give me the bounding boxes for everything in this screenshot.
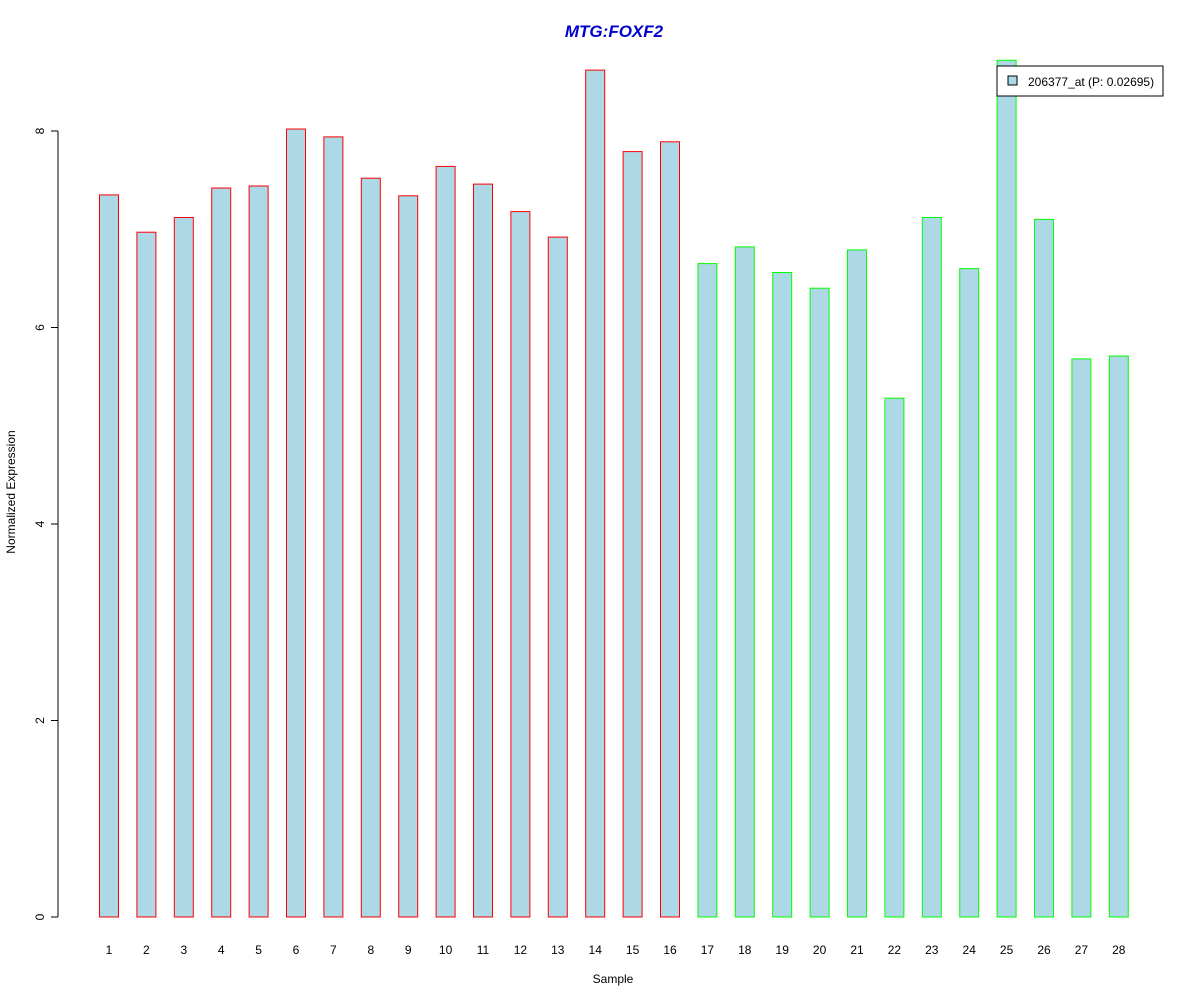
x-tick-label: 21 — [850, 943, 864, 957]
bar-sample-4 — [211, 187, 232, 918]
x-tick-label: 3 — [180, 943, 187, 957]
bar-sample-12 — [510, 211, 531, 918]
bar-sample-21 — [847, 249, 867, 918]
bar-sample-5 — [248, 185, 269, 918]
x-tick-label: 16 — [663, 943, 677, 957]
x-tick-labels: 1 2 3 4 5 6 7 8 9 10 11 12 13 14 15 16 17 18 19 20 21 22 23 24 2… — [106, 943, 1126, 957]
bar-sample-7 — [323, 136, 344, 918]
y-axis: 0 2 4 6 8 — [33, 127, 59, 920]
x-tick-label: 8 — [367, 943, 374, 957]
y-tick-label: 4 — [33, 520, 47, 527]
y-tick-label: 0 — [33, 913, 47, 920]
y-axis-title: Normalized Expression — [4, 430, 18, 553]
bar-sample-17 — [697, 263, 718, 918]
x-tick-label: 9 — [405, 943, 412, 957]
y-tick-label: 6 — [33, 324, 47, 331]
chart-title: MTG:FOXF2 — [565, 22, 664, 41]
x-tick-label: 15 — [626, 943, 640, 957]
bars — [99, 59, 1129, 918]
x-tick-label: 7 — [330, 943, 337, 957]
bar-sample-6 — [286, 128, 306, 918]
x-tick-label: 6 — [293, 943, 300, 957]
bar-sample-13 — [547, 236, 568, 918]
bar-sample-23 — [921, 217, 942, 918]
bar-sample-10 — [435, 165, 456, 918]
x-tick-label: 22 — [888, 943, 902, 957]
bar-sample-1 — [99, 194, 119, 918]
x-tick-label: 24 — [963, 943, 977, 957]
x-tick-label: 17 — [701, 943, 715, 957]
x-tick-label: 18 — [738, 943, 752, 957]
x-tick-label: 4 — [218, 943, 225, 957]
x-tick-label: 11 — [477, 943, 490, 957]
bar-sample-26 — [1034, 218, 1054, 918]
y-tick-label: 8 — [33, 127, 47, 134]
bar-sample-9 — [398, 195, 419, 918]
x-tick-label: 2 — [143, 943, 150, 957]
bar-sample-28 — [1108, 355, 1129, 918]
bar-sample-22 — [884, 397, 905, 918]
x-tick-label: 28 — [1112, 943, 1126, 957]
bar-sample-11 — [473, 183, 493, 918]
bar-sample-20 — [809, 287, 830, 918]
x-tick-label: 5 — [255, 943, 262, 957]
bar-sample-3 — [173, 217, 194, 918]
x-axis-title: Sample — [593, 972, 634, 986]
legend-label: 206377_at (P: 0.02695) — [1028, 75, 1154, 89]
x-tick-label: 20 — [813, 943, 827, 957]
bar-sample-24 — [959, 268, 980, 918]
legend-swatch — [1007, 75, 1018, 86]
bar-sample-27 — [1071, 358, 1092, 918]
bar-sample-8 — [360, 177, 381, 918]
bar-sample-14 — [585, 69, 606, 918]
legend-box — [996, 65, 1164, 97]
x-tick-label: 14 — [589, 943, 603, 957]
x-tick-label: 13 — [551, 943, 565, 957]
bar-sample-25 — [996, 59, 1017, 918]
legend: 206377_at (P: 0.02695) — [996, 65, 1164, 97]
bar-sample-19 — [772, 272, 793, 918]
x-tick-label: 25 — [1000, 943, 1014, 957]
x-tick-label: 1 — [106, 943, 113, 957]
x-tick-label: 12 — [514, 943, 528, 957]
x-tick-label: 19 — [776, 943, 790, 957]
y-tick-label: 2 — [33, 717, 47, 724]
x-tick-label: 26 — [1037, 943, 1051, 957]
x-tick-label: 10 — [439, 943, 453, 957]
bar-sample-16 — [660, 141, 680, 918]
bar-sample-15 — [622, 151, 643, 918]
bar-sample-18 — [734, 246, 755, 918]
x-tick-label: 23 — [925, 943, 939, 957]
bar-sample-2 — [136, 231, 157, 918]
x-tick-label: 27 — [1075, 943, 1089, 957]
